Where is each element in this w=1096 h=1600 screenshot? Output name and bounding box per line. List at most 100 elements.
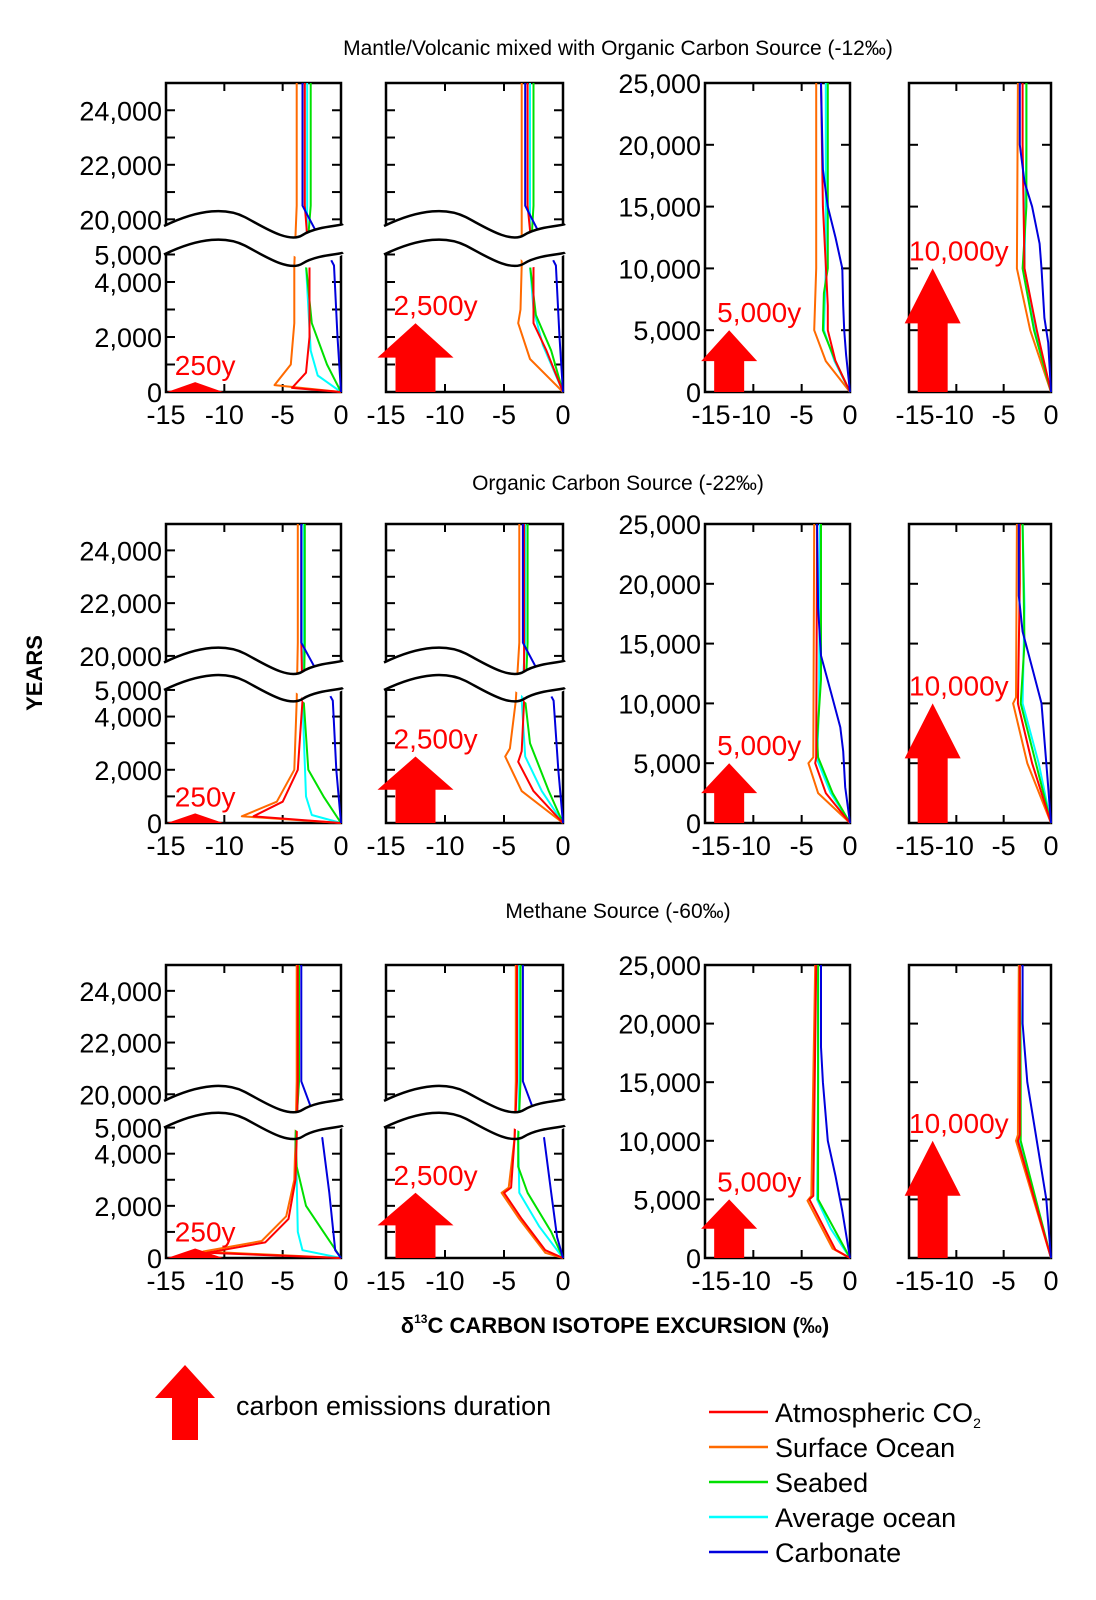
axis-break-line (163, 646, 344, 676)
legend-item: Average ocean (709, 1503, 956, 1533)
y-tick-label: 4,000 (94, 703, 162, 733)
axis-break-line (163, 1111, 344, 1141)
legend-label-text: Average ocean (775, 1503, 956, 1533)
series-line-seabed (517, 965, 564, 1259)
duration-label: 250y (175, 1216, 236, 1247)
panel: -15 -10 -5 0 2,500y (366, 522, 571, 861)
y-tick-label: 20,000 (618, 131, 701, 161)
series-line-surface-ocean (202, 965, 342, 1259)
x-tick-label: 0 (555, 1266, 570, 1296)
y-tick-label: 24,000 (79, 977, 162, 1007)
legend-item: Seabed (709, 1468, 868, 1498)
x-tick-label: -10 (732, 400, 771, 430)
x-tick-label: 0 (1043, 831, 1058, 861)
row-title: Methane Source (-60‰) (505, 900, 730, 923)
x-tick-label: -10 (205, 400, 244, 430)
series-line-carbonate (820, 82, 851, 393)
x-tick-label: -10 (425, 831, 464, 861)
legend-label-text: Surface Ocean (775, 1433, 955, 1463)
duration-label: 5,000y (717, 730, 801, 761)
y-tick-label: 25,000 (618, 510, 701, 540)
series-line-carbonate (521, 965, 564, 1259)
x-axis-title-delta: δ (401, 1313, 414, 1338)
axis-break-line (383, 673, 566, 703)
series-line-carbonate (820, 965, 851, 1259)
axis-break-band (164, 1085, 343, 1141)
y-tick-label: 15,000 (618, 1068, 701, 1098)
x-tick-label: -5 (271, 831, 295, 861)
duration-label: 250y (175, 350, 236, 381)
x-tick-label: 0 (1043, 1266, 1058, 1296)
y-tick-label: 4,000 (94, 268, 162, 298)
y-tick-label: 5,000 (633, 316, 701, 346)
x-tick-label: -15 (895, 1266, 934, 1296)
axis-break-band (384, 211, 565, 268)
duration-label: 5,000y (717, 297, 801, 328)
legend-label-text: Carbonate (775, 1538, 901, 1568)
axis-break-band (384, 1085, 565, 1141)
x-tick-label: -10 (935, 831, 974, 861)
x-tick-label: -15 (895, 831, 934, 861)
axis-break-line (383, 209, 566, 239)
emission-legend: carbon emissions duration (155, 1365, 551, 1440)
y-tick-label: 24,000 (79, 96, 162, 126)
y-tick-label: 10,000 (618, 254, 701, 284)
series-line-surface-ocean (273, 83, 342, 393)
duration-label: 2,500y (394, 1160, 478, 1191)
x-tick-label: 0 (842, 400, 857, 430)
x-tick-label: -5 (271, 400, 295, 430)
series-line-surface-ocean (807, 523, 851, 824)
y-tick-label: 5,000 (633, 1185, 701, 1215)
x-tick-label: -10 (732, 831, 771, 861)
panel: -15 -10 -5 0 10,000y (895, 81, 1059, 430)
series-line-surface-ocean (240, 524, 342, 824)
series-line-seabed (1019, 523, 1052, 824)
x-tick-label: -10 (935, 400, 974, 430)
axis-break-line (383, 238, 566, 268)
axis-break-line (383, 1084, 566, 1114)
y-tick-label: 25,000 (618, 69, 701, 99)
y-tick-label: 2,000 (94, 323, 162, 353)
series-line-carbonate (816, 523, 851, 824)
x-tick-label: -15 (691, 400, 730, 430)
axis-break-band (164, 211, 343, 268)
panel: -15 -10 -5 0 10,000y (895, 522, 1059, 861)
emission-duration-arrow-icon (377, 756, 454, 823)
x-tick-label: -15 (366, 400, 405, 430)
emission-duration-arrow-icon (377, 323, 454, 392)
x-tick-label: -10 (425, 400, 464, 430)
x-tick-label: -5 (790, 400, 814, 430)
y-tick-label: 24,000 (79, 536, 162, 566)
y-tick-label: 5,000 (94, 1114, 162, 1144)
series-line-atmospheric-co2 (503, 965, 564, 1259)
x-tick-label: -15 (366, 831, 405, 861)
x-tick-label: -15 (691, 831, 730, 861)
panel: -15 -10 -5 0 2,500y (366, 963, 571, 1296)
x-tick-label: -10 (732, 1266, 771, 1296)
series-line-carbonate (301, 83, 342, 393)
y-tick-label: 5,000 (94, 240, 162, 270)
x-axis-title-main: C CARBON ISOTOPE EXCURSION (‰) (427, 1313, 829, 1338)
series-line-atmospheric-co2 (1021, 83, 1052, 393)
x-tick-label: -15 (366, 1266, 405, 1296)
legend-label-subscript: 2 (973, 1415, 981, 1431)
y-tick-label: 2,000 (94, 1192, 162, 1222)
x-tick-label: 0 (555, 400, 570, 430)
x-tick-label: -10 (205, 1266, 244, 1296)
emission-duration-arrow-icon (167, 813, 224, 823)
duration-label: 2,500y (394, 723, 478, 754)
series-line-carbonate (1018, 83, 1052, 393)
axis-break-band (384, 647, 565, 704)
series-line-surface-ocean (517, 83, 564, 393)
panel-row: Mantle/Volcanic mixed with Organic Carbo… (79, 37, 1058, 430)
axis-break-line (163, 1084, 344, 1114)
series-line-seabed (302, 524, 342, 824)
duration-label: 10,000y (909, 670, 1009, 701)
row-title: Organic Carbon Source (-22‰) (472, 472, 764, 495)
series-line-atmospheric-co2 (291, 83, 342, 393)
duration-label: 5,000y (717, 1166, 801, 1197)
series-line-atmospheric-co2 (1016, 965, 1052, 1259)
y-tick-label: 15,000 (618, 630, 701, 660)
